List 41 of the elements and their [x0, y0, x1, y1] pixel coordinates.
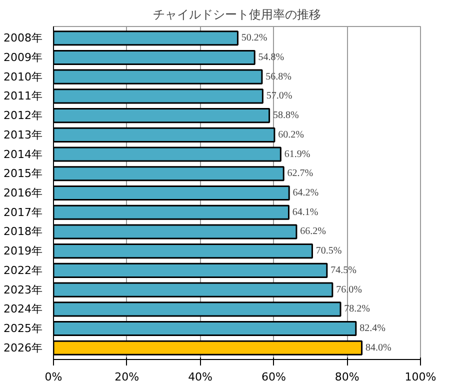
- data-label: 61.9%: [284, 148, 310, 160]
- data-label: 60.2%: [278, 129, 304, 140]
- y-tick-label: 2008年: [4, 32, 43, 45]
- y-tick-label: 2017年: [4, 206, 43, 219]
- x-tick-label: 60%: [261, 370, 286, 384]
- data-label: 64.2%: [292, 188, 319, 198]
- data-label: 66.2%: [300, 226, 326, 238]
- x-tick-label: 40%: [188, 370, 213, 384]
- y-tick-label: 2018年: [4, 225, 43, 238]
- x-tick-label: 0%: [44, 370, 62, 384]
- y-tick-label: 2015年: [4, 167, 43, 180]
- data-label: 62.7%: [287, 168, 314, 180]
- y-tick-label: 2011年: [4, 90, 43, 103]
- data-label: 74.5%: [330, 264, 356, 276]
- data-label: 82.4%: [360, 323, 386, 334]
- data-label: 78.2%: [344, 304, 370, 315]
- x-tick-label: 80%: [334, 370, 360, 384]
- y-tick-label: 2025年: [4, 322, 43, 336]
- y-tick-label: 2019年: [4, 244, 43, 258]
- y-tick-label: 2013年: [4, 128, 43, 142]
- data-label: 54.8%: [258, 52, 284, 63]
- data-label: 76.0%: [336, 284, 362, 296]
- y-tick-label: 2014年: [4, 148, 43, 161]
- y-tick-label: 2009年: [4, 50, 43, 64]
- y-tick-label: 2024年: [4, 302, 43, 316]
- data-label: 58.8%: [272, 110, 299, 122]
- data-label: 84.0%: [365, 342, 392, 354]
- data-label: 50.2%: [241, 32, 268, 44]
- data-label: 70.5%: [316, 246, 342, 257]
- x-tick-label: 100%: [404, 370, 436, 384]
- chart-title: チャイルドシート使用率の推移: [153, 8, 321, 22]
- x-tick-label: 20%: [114, 370, 140, 384]
- y-tick-label: 2016年: [4, 186, 43, 200]
- y-tick-label: 2012年: [4, 109, 43, 122]
- data-label: 57.0%: [266, 90, 292, 102]
- data-label: 56.8%: [266, 71, 292, 82]
- data-label: 64.1%: [292, 206, 318, 218]
- y-tick-label: 2026年: [4, 341, 43, 354]
- y-tick-label: 2010年: [4, 70, 43, 84]
- y-tick-label: 2023年: [4, 283, 43, 296]
- y-tick-label: 2022年: [4, 264, 43, 277]
